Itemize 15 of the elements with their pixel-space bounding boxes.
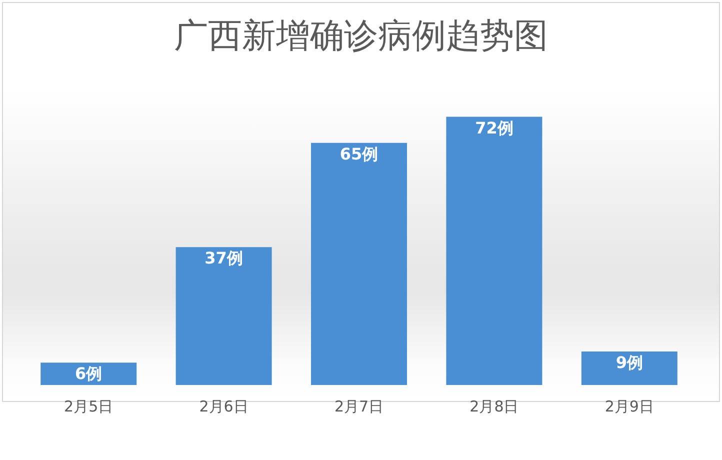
data-label: 72例 — [475, 118, 514, 138]
bar — [581, 351, 678, 385]
data-label: 37例 — [204, 248, 243, 268]
chart-title: 广西新增确诊病例趋势图 — [174, 16, 548, 56]
bar — [176, 247, 272, 385]
x-tick-label: 2月8日 — [470, 398, 519, 416]
data-label: 65例 — [340, 144, 378, 164]
bar — [446, 116, 542, 385]
bar — [311, 142, 407, 385]
x-tick-label: 2月5日 — [64, 398, 114, 416]
data-label: 9例 — [616, 352, 643, 372]
x-tick-label: 2月9日 — [604, 398, 654, 416]
x-tick-label: 2月6日 — [199, 398, 248, 416]
x-tick-label: 2月7日 — [334, 398, 384, 416]
data-label: 6例 — [75, 364, 102, 384]
